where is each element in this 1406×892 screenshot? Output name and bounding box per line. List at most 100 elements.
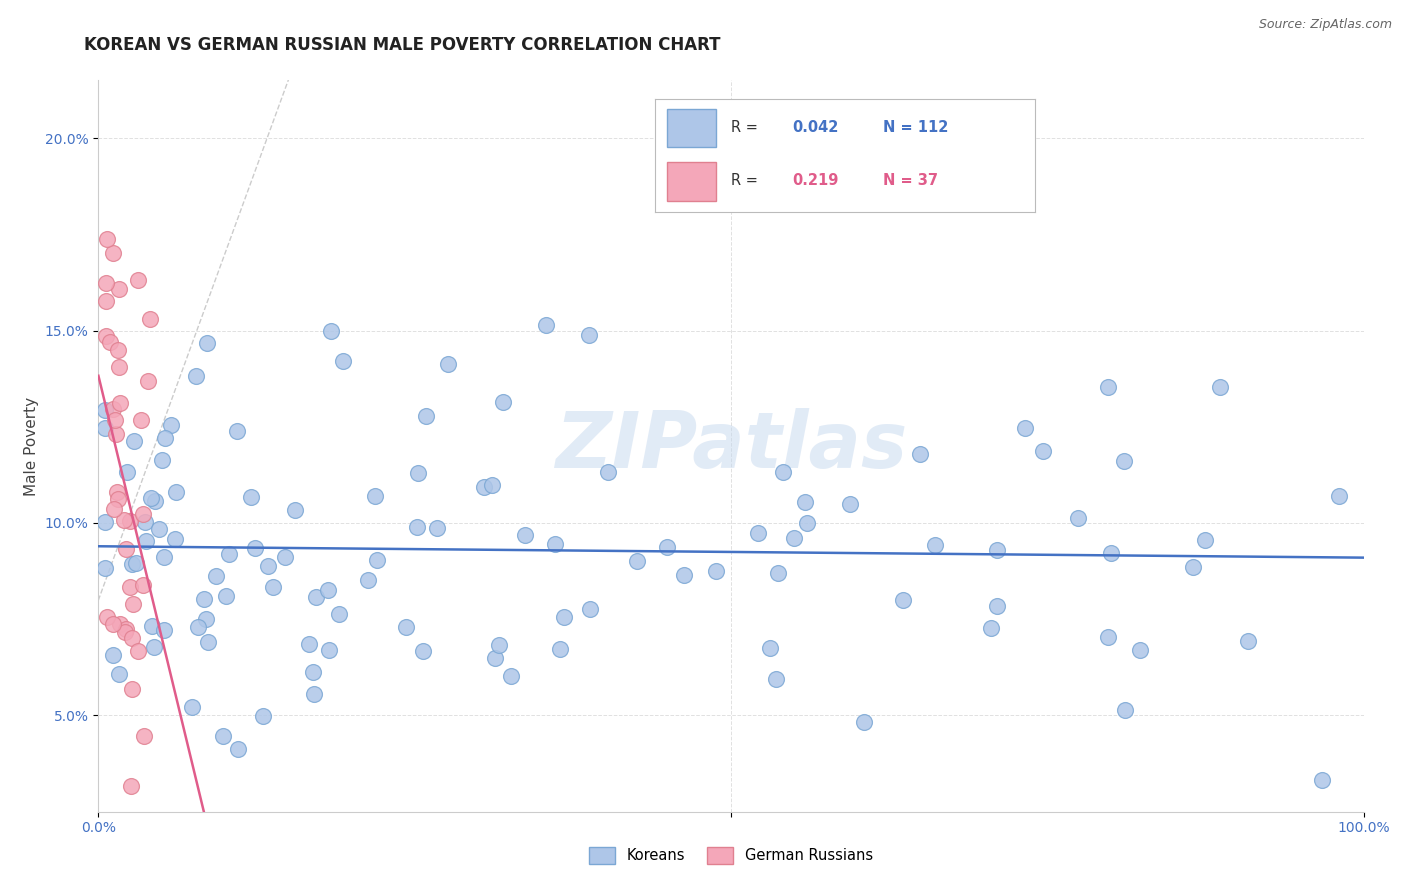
Point: [437, 358, 460, 372]
Point: [108, 617, 131, 632]
Point: [838, 497, 860, 511]
Point: [96, 610, 118, 624]
Point: [96, 293, 118, 308]
Point: [134, 515, 156, 529]
Point: [108, 282, 131, 296]
Point: [101, 402, 124, 417]
Point: [1329, 489, 1351, 503]
Point: [107, 343, 129, 357]
Point: [408, 467, 430, 481]
Point: [121, 597, 143, 611]
Point: [132, 507, 155, 521]
Legend: Koreans, German Russians: Koreans, German Russians: [583, 841, 879, 871]
Point: [301, 665, 323, 679]
Point: [103, 648, 125, 662]
Point: [273, 549, 295, 564]
Point: [1182, 559, 1205, 574]
Point: [484, 651, 506, 665]
Point: [107, 492, 129, 507]
Point: [395, 620, 418, 634]
Point: [578, 327, 600, 342]
Point: [318, 643, 340, 657]
Text: KOREAN VS GERMAN RUSSIAN MALE POVERTY CORRELATION CHART: KOREAN VS GERMAN RUSSIAN MALE POVERTY CO…: [84, 36, 721, 54]
Point: [120, 514, 142, 528]
Point: [672, 567, 695, 582]
Point: [318, 583, 340, 598]
Point: [1097, 379, 1119, 393]
Point: [332, 354, 354, 368]
Point: [101, 246, 124, 260]
Point: [226, 424, 249, 438]
Point: [132, 729, 155, 743]
Point: [579, 601, 602, 615]
Point: [491, 395, 513, 409]
Point: [165, 532, 187, 546]
Point: [328, 607, 350, 621]
Point: [704, 564, 727, 578]
Point: [125, 556, 148, 570]
Point: [218, 547, 240, 561]
Point: [187, 620, 209, 634]
Point: [626, 554, 648, 568]
Point: [364, 489, 387, 503]
Point: [120, 779, 142, 793]
Point: [768, 566, 790, 581]
Point: [598, 465, 620, 479]
Point: [148, 522, 170, 536]
Point: [240, 490, 263, 504]
Point: [924, 539, 946, 553]
Point: [534, 318, 557, 332]
Point: [103, 501, 125, 516]
Point: [165, 484, 187, 499]
Point: [1237, 634, 1260, 648]
Point: [747, 526, 769, 541]
Point: [195, 335, 218, 350]
Point: [139, 312, 162, 326]
Point: [1097, 630, 1119, 644]
Point: [120, 581, 142, 595]
Point: [1099, 546, 1122, 560]
Point: [104, 413, 127, 427]
Point: [131, 578, 153, 592]
Point: [986, 543, 1008, 558]
Point: [305, 590, 328, 604]
Point: [127, 643, 149, 657]
Point: [1129, 643, 1152, 657]
Point: [1114, 703, 1136, 717]
Point: [127, 273, 149, 287]
Point: [257, 559, 280, 574]
Point: [121, 631, 143, 645]
Point: [1194, 533, 1216, 547]
Point: [472, 480, 495, 494]
Point: [93, 561, 117, 575]
Point: [366, 553, 388, 567]
Point: [136, 375, 159, 389]
Point: [513, 527, 536, 541]
Point: [180, 700, 202, 714]
Point: [548, 641, 571, 656]
Point: [96, 329, 118, 343]
Point: [415, 409, 437, 424]
Point: [759, 641, 782, 656]
Point: [793, 494, 815, 508]
Point: [1312, 773, 1334, 788]
Point: [252, 708, 274, 723]
Point: [357, 573, 380, 587]
Point: [499, 669, 522, 683]
Text: ZIPatlas: ZIPatlas: [555, 408, 907, 484]
Point: [94, 402, 117, 417]
Y-axis label: Male Poverty: Male Poverty: [24, 396, 39, 496]
Point: [197, 635, 219, 649]
Point: [980, 621, 1002, 635]
Point: [96, 277, 118, 291]
Point: [298, 637, 321, 651]
Point: [891, 592, 914, 607]
Point: [908, 447, 931, 461]
Point: [284, 503, 307, 517]
Point: [226, 742, 249, 756]
Point: [107, 359, 129, 374]
Point: [115, 465, 138, 479]
Point: [263, 580, 285, 594]
Text: Source: ZipAtlas.com: Source: ZipAtlas.com: [1258, 18, 1392, 31]
Point: [1209, 380, 1232, 394]
